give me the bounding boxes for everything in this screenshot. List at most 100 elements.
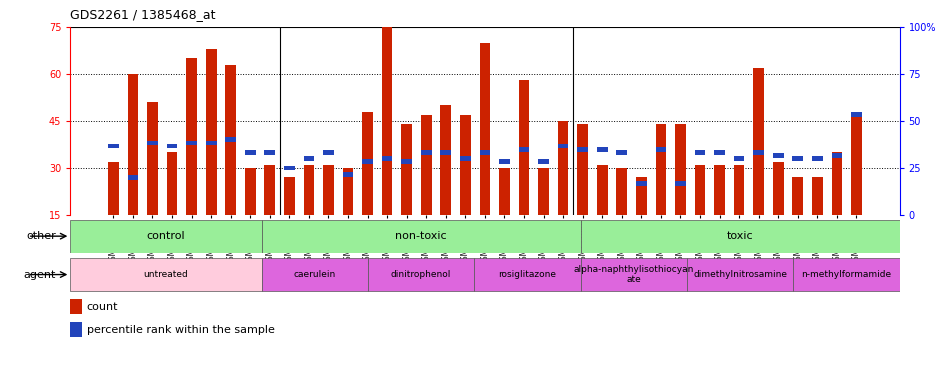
Bar	[244, 150, 256, 155]
Bar	[674, 181, 685, 186]
Bar	[499, 168, 509, 262]
Bar	[381, 27, 392, 262]
Bar	[733, 165, 744, 262]
Bar	[830, 152, 841, 262]
Bar	[812, 156, 822, 161]
Bar	[401, 159, 412, 164]
Bar	[244, 168, 256, 262]
Bar	[401, 124, 412, 262]
Bar	[264, 150, 275, 155]
Bar	[674, 124, 685, 262]
Text: agent: agent	[23, 270, 56, 280]
Bar	[479, 150, 490, 155]
Bar	[186, 141, 197, 145]
Bar	[225, 137, 236, 142]
Bar	[284, 166, 295, 170]
Bar	[636, 177, 646, 262]
Bar	[440, 150, 450, 155]
Bar	[557, 121, 568, 262]
Bar	[812, 177, 822, 262]
Text: n-methylformamide: n-methylformamide	[800, 270, 890, 279]
Bar	[474, 258, 580, 291]
Bar	[264, 165, 275, 262]
Text: non-toxic: non-toxic	[395, 231, 446, 241]
Bar	[440, 105, 450, 262]
Bar	[368, 258, 474, 291]
Bar	[519, 147, 529, 152]
Bar	[343, 172, 353, 177]
Bar	[733, 156, 744, 161]
Bar	[479, 43, 490, 262]
Text: percentile rank within the sample: percentile rank within the sample	[86, 325, 274, 335]
Bar	[460, 115, 470, 262]
Text: GDS2261 / 1385468_at: GDS2261 / 1385468_at	[70, 8, 215, 21]
Bar	[261, 258, 368, 291]
Bar	[537, 168, 548, 262]
Bar	[713, 165, 724, 262]
Bar	[655, 147, 665, 152]
Bar	[108, 144, 119, 148]
Bar	[577, 147, 588, 152]
Text: toxic: toxic	[726, 231, 753, 241]
Bar	[850, 113, 861, 117]
Bar	[713, 150, 724, 155]
Bar	[694, 150, 705, 155]
Bar	[596, 147, 607, 152]
Bar	[186, 58, 197, 262]
Bar	[580, 258, 686, 291]
Bar	[303, 165, 314, 262]
Bar	[519, 80, 529, 262]
Bar	[284, 177, 295, 262]
Bar	[323, 150, 333, 155]
Bar	[772, 162, 782, 262]
Text: dinitrophenol: dinitrophenol	[390, 270, 451, 279]
Bar	[499, 159, 509, 164]
Bar	[772, 153, 782, 158]
Text: other: other	[26, 231, 56, 241]
Text: alpha-naphthylisothiocyan
ate: alpha-naphthylisothiocyan ate	[573, 265, 694, 284]
Bar	[557, 144, 568, 148]
Bar	[147, 102, 157, 262]
Bar	[753, 68, 763, 262]
Bar	[596, 165, 607, 262]
Bar	[206, 141, 216, 145]
Bar	[577, 124, 588, 262]
Bar	[362, 111, 373, 262]
Bar	[206, 49, 216, 262]
Bar	[70, 323, 81, 337]
Text: control: control	[147, 231, 185, 241]
Bar	[636, 181, 646, 186]
Bar	[108, 162, 119, 262]
Bar	[686, 258, 793, 291]
Bar	[343, 168, 353, 262]
Bar	[225, 65, 236, 262]
Bar	[70, 220, 261, 253]
Bar	[323, 165, 333, 262]
Bar	[460, 156, 470, 161]
Bar	[850, 115, 861, 262]
Bar	[127, 175, 139, 180]
Bar	[70, 300, 81, 314]
Bar	[792, 177, 802, 262]
Bar	[537, 159, 548, 164]
Bar	[420, 115, 431, 262]
Bar	[580, 220, 899, 253]
Bar	[147, 141, 157, 145]
Text: untreated: untreated	[143, 270, 188, 279]
Bar	[303, 156, 314, 161]
Bar	[830, 153, 841, 158]
Bar	[70, 258, 261, 291]
Text: caerulein: caerulein	[293, 270, 336, 279]
Bar	[616, 150, 626, 155]
Text: dimethylnitrosamine: dimethylnitrosamine	[693, 270, 786, 279]
Bar	[167, 152, 177, 262]
Bar	[694, 165, 705, 262]
Bar	[127, 74, 139, 262]
Bar	[616, 168, 626, 262]
Bar	[792, 156, 802, 161]
Bar	[753, 150, 763, 155]
Bar	[362, 159, 373, 164]
Bar	[655, 124, 665, 262]
Bar	[420, 150, 431, 155]
Bar	[167, 144, 177, 148]
